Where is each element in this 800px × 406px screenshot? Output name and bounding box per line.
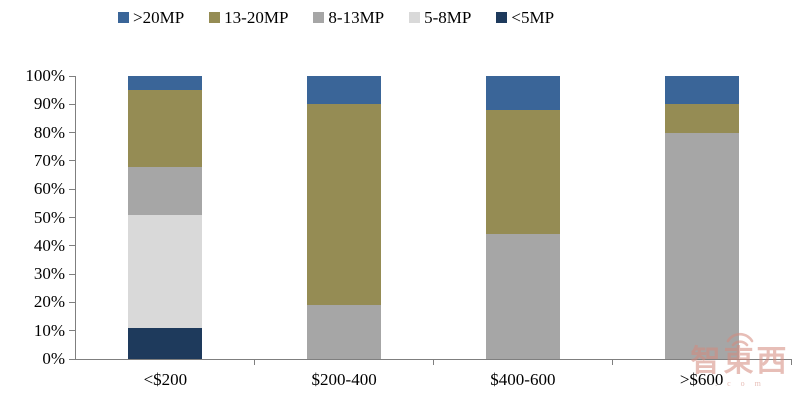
legend-label: 13-20MP bbox=[224, 8, 289, 27]
legend-label: <5MP bbox=[511, 8, 555, 27]
y-axis-label: 0% bbox=[42, 349, 65, 368]
y-axis-tick bbox=[69, 103, 76, 105]
bar-segment->20MP bbox=[664, 76, 739, 105]
legend-item->20MP: >20MP bbox=[118, 9, 184, 26]
legend-marker-icon bbox=[496, 12, 508, 23]
y-axis-tick bbox=[69, 245, 76, 247]
bar-segment-13-20MP bbox=[307, 104, 382, 306]
y-axis-tick bbox=[69, 330, 76, 332]
legend-item-8-13MP: 8-13MP bbox=[313, 9, 384, 26]
chart-legend: >20MP 13-20MP 8-13MP 5-8MP <5MP bbox=[118, 9, 554, 26]
legend-label: 8-13MP bbox=[328, 8, 385, 27]
bar-segment-13-20MP bbox=[485, 109, 560, 235]
y-axis-label: 20% bbox=[33, 292, 65, 312]
x-axis-label: $400-600 bbox=[490, 370, 556, 389]
y-axis-label: 80% bbox=[33, 122, 65, 142]
y-axis-label: 90% bbox=[33, 94, 65, 114]
y-axis-tick bbox=[69, 132, 76, 134]
y-axis-label: 30% bbox=[33, 264, 65, 284]
legend-label: >20MP bbox=[133, 8, 185, 27]
legend-item-<5MP: <5MP bbox=[496, 9, 554, 26]
y-axis-tick bbox=[69, 358, 76, 360]
y-axis-label: 100% bbox=[25, 66, 65, 85]
x-axis-label: <$200 bbox=[143, 370, 188, 389]
legend-marker-icon bbox=[313, 12, 325, 23]
legend-item-5-8MP: 5-8MP bbox=[409, 9, 471, 26]
legend-item-13-20MP: 13-20MP bbox=[209, 9, 288, 26]
y-axis-tick bbox=[69, 217, 76, 218]
y-axis-tick bbox=[69, 188, 76, 190]
stacked-bar->$600 bbox=[664, 76, 739, 359]
y-axis-tick bbox=[69, 75, 76, 77]
x-axis-tick bbox=[611, 359, 613, 365]
x-axis-tick bbox=[433, 359, 434, 365]
plot-area: 0% 10% 20% 30% 40% 50% 60% 70% 80% 90% 100% <$200 $2… bbox=[25, 66, 792, 389]
y-axis-tick bbox=[69, 301, 76, 303]
x-axis-tick bbox=[254, 359, 256, 365]
bar-segment-13-20MP bbox=[128, 90, 203, 167]
legend-label: 5-8MP bbox=[424, 8, 472, 27]
legend-marker-icon bbox=[118, 12, 129, 23]
bar-segment-13-20MP bbox=[664, 104, 739, 133]
y-axis-tick bbox=[69, 160, 76, 162]
y-axis-label: 70% bbox=[33, 150, 65, 170]
x-axis-label: >$600 bbox=[679, 370, 724, 389]
stacked-bar-$200-400 bbox=[307, 76, 382, 359]
y-axis-label: 60% bbox=[33, 179, 65, 199]
bar-segment-8-13MP bbox=[307, 305, 382, 359]
legend-marker-icon bbox=[409, 12, 421, 23]
bar-segment-8-13MP bbox=[664, 132, 739, 359]
stacked-bar-$400-600 bbox=[485, 76, 560, 359]
y-axis-label: 10% bbox=[33, 320, 65, 340]
bar-segment->20MP bbox=[485, 76, 560, 110]
bar-segment-<5MP bbox=[128, 327, 203, 359]
x-axis-tick bbox=[790, 359, 792, 365]
x-axis-label: $200-400 bbox=[311, 370, 377, 389]
stacked-bar-<$200 bbox=[128, 76, 203, 359]
legend-marker-icon bbox=[209, 12, 221, 23]
y-axis-label: 40% bbox=[33, 235, 65, 255]
bar-segment->20MP bbox=[307, 76, 382, 105]
bar-segment-5-8MP bbox=[128, 214, 203, 328]
y-axis-label: 50% bbox=[33, 207, 65, 227]
bar-segment-8-13MP bbox=[485, 234, 560, 359]
bar-segment->20MP bbox=[128, 76, 203, 91]
bar-segment-8-13MP bbox=[128, 166, 203, 215]
y-axis-tick bbox=[69, 273, 76, 275]
